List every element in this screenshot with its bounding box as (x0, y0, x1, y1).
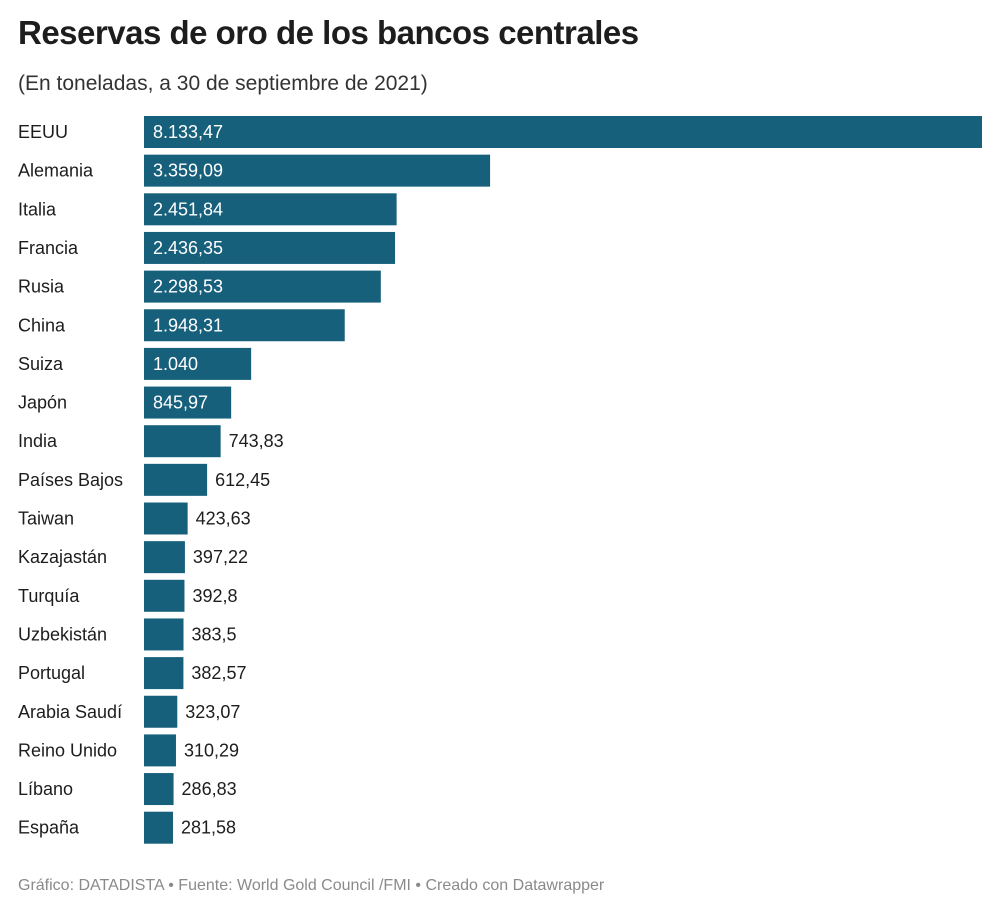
chart-title: Reservas de oro de los bancos centrales (18, 14, 639, 51)
category-label: Alemania (18, 161, 94, 181)
bar (144, 502, 188, 535)
bar (144, 773, 174, 806)
bar (144, 116, 982, 148)
chart-subtitle: (En toneladas, a 30 de septiembre de 202… (18, 72, 428, 95)
bar (144, 425, 221, 458)
category-label: EEUU (18, 122, 68, 142)
value-label: 3.359,09 (153, 161, 223, 181)
category-label: Arabia Saudí (18, 702, 122, 722)
value-label: 310,29 (184, 740, 239, 760)
bar (144, 347, 252, 380)
category-label: India (18, 431, 58, 451)
chart-footer: Gráfico: DATADISTA • Fuente: World Gold … (18, 877, 605, 894)
bar (144, 618, 184, 651)
value-label: 8.133,47 (153, 122, 223, 142)
category-label: Francia (18, 238, 79, 258)
value-label: 2.436,35 (153, 238, 223, 258)
bar-chart: EEUU 8.133,47 Alemania 3.359,09 Italia 2.451,… (18, 116, 982, 844)
category-label: Reino Unido (18, 740, 117, 760)
value-label: 743,83 (229, 431, 284, 451)
value-label: 281,58 (181, 818, 236, 838)
category-label: Portugal (18, 663, 85, 683)
value-label: 2.451,84 (153, 199, 223, 219)
bar (144, 579, 185, 612)
category-label: España (18, 818, 80, 838)
category-label: Líbano (18, 779, 73, 799)
value-label: 423,63 (196, 509, 251, 529)
bar (144, 541, 185, 574)
bar (144, 193, 397, 226)
value-label: 845,97 (153, 393, 208, 413)
bar (144, 309, 345, 342)
value-label: 286,83 (182, 779, 237, 799)
bar (144, 811, 174, 844)
value-label: 323,07 (185, 702, 240, 722)
category-label: Uzbekistán (18, 624, 107, 644)
value-label: 2.298,53 (153, 277, 223, 297)
category-label: Países Bajos (18, 470, 123, 490)
value-label: 392,8 (192, 586, 237, 606)
bar (144, 463, 208, 496)
value-label: 383,5 (192, 624, 237, 644)
bar (144, 154, 491, 187)
value-label: 397,22 (193, 547, 248, 567)
bar (144, 386, 232, 419)
value-label: 382,57 (191, 663, 246, 683)
bar (144, 695, 178, 728)
bar (144, 734, 176, 767)
category-label: China (18, 315, 66, 335)
value-label: 612,45 (215, 470, 270, 490)
category-label: Japón (18, 393, 67, 413)
category-label: Suiza (18, 354, 64, 374)
category-label: Rusia (18, 277, 65, 297)
category-label: Kazajastán (18, 547, 107, 567)
bar (144, 270, 381, 303)
category-label: Taiwan (18, 509, 74, 529)
value-label: 1.948,31 (153, 315, 223, 335)
bar (144, 231, 396, 264)
bar (144, 657, 184, 690)
category-label: Turquía (18, 586, 80, 606)
category-label: Italia (18, 199, 57, 219)
value-label: 1.040 (153, 354, 198, 374)
